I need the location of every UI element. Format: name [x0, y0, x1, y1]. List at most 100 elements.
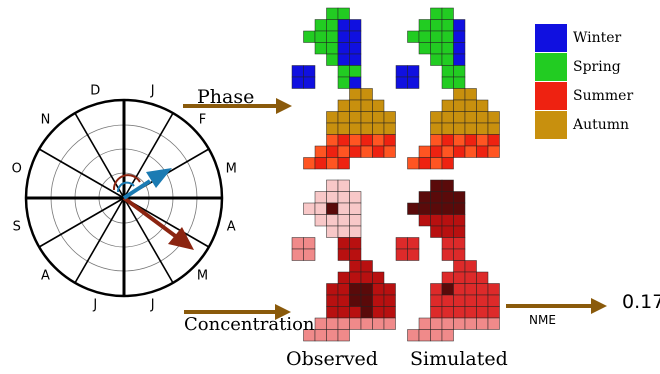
map-grid-cell — [303, 248, 316, 261]
phase-clock — [24, 98, 224, 298]
legend-swatch-autumn — [535, 111, 567, 139]
map-grid-cell — [487, 317, 500, 330]
map-grid-cell — [326, 294, 339, 307]
map-grid-cell — [430, 179, 443, 192]
map-grid-cell — [337, 202, 350, 215]
map-grid-cell — [395, 76, 408, 89]
map-grid-cell — [418, 30, 431, 43]
legend-item-winter: Winter — [535, 24, 621, 52]
map-grid-cell — [383, 134, 396, 147]
map-grid-cell — [372, 99, 385, 112]
map-grid-cell — [314, 214, 327, 227]
map-grid-cell — [464, 306, 477, 319]
map-grid-cell — [326, 157, 339, 170]
map-grid-cell — [453, 65, 466, 78]
map-grid-cell — [360, 260, 373, 273]
phase-arrow — [183, 98, 292, 114]
clock-spoke — [38, 148, 125, 199]
map-grid-cell — [349, 202, 362, 215]
map-grid-cell — [464, 99, 477, 112]
map-grid-cell — [314, 19, 327, 32]
map-grid-cell — [476, 306, 489, 319]
map-grid-cell — [430, 134, 443, 147]
map-grid-cell — [441, 237, 454, 250]
map-grid-cell — [349, 111, 362, 124]
map-grid-cell — [430, 214, 443, 227]
map-grid-cell — [476, 283, 489, 296]
map-grid-cell — [303, 30, 316, 43]
phase-map-observed — [291, 7, 396, 170]
clock-month-label: A — [41, 268, 50, 284]
map-grid-cell — [453, 30, 466, 43]
map-grid-cell — [383, 145, 396, 158]
map-grid-cell — [464, 88, 477, 101]
map-grid-cell — [453, 99, 466, 112]
map-grid-cell — [418, 214, 431, 227]
map-grid-cell — [476, 294, 489, 307]
map-grid-cell — [326, 306, 339, 319]
map-grid-cell — [476, 145, 489, 158]
clock-month-label: J — [150, 83, 155, 99]
map-grid-cell — [326, 329, 339, 342]
map-grid-cell — [464, 111, 477, 124]
clock-month-label: N — [40, 112, 51, 127]
map-grid-cell — [487, 306, 500, 319]
map-grid-cell — [349, 65, 362, 78]
map-grid-cell — [337, 329, 350, 342]
map-grid-cell — [441, 111, 454, 124]
map-grid-cell — [326, 122, 339, 135]
map-grid-cell — [337, 7, 350, 20]
map-grid-cell — [337, 76, 350, 89]
map-grid-cell — [372, 283, 385, 296]
map-grid-cell — [349, 306, 362, 319]
map-grid-cell — [349, 76, 362, 89]
map-grid-cell — [314, 317, 327, 330]
map-grid-cell — [326, 53, 339, 66]
map-grid-cell — [418, 157, 431, 170]
map-grid-cell — [337, 30, 350, 43]
map-grid-cell — [303, 76, 316, 89]
map-grid-cell — [407, 157, 420, 170]
map-grid-cell — [453, 237, 466, 250]
map-grid-cell — [430, 111, 443, 124]
map-grid-cell — [337, 99, 350, 112]
legend-swatch-winter — [535, 24, 567, 52]
clock-month-label: J — [93, 297, 98, 313]
map-grid-cell — [395, 237, 408, 250]
map-grid-cell — [383, 317, 396, 330]
map-grid-cell — [349, 30, 362, 43]
map-grid-cell — [407, 202, 420, 215]
map-grid-cell — [453, 111, 466, 124]
map-grid-cell — [407, 65, 420, 78]
map-grid-cell — [349, 283, 362, 296]
map-grid-cell — [349, 53, 362, 66]
map-grid-cell — [487, 283, 500, 296]
map-grid-cell — [326, 317, 339, 330]
map-grid-cell — [337, 237, 350, 250]
map-grid-cell — [476, 122, 489, 135]
map-grid-cell — [337, 306, 350, 319]
legend-label-spring: Spring — [573, 59, 621, 75]
phase-label: Phase — [197, 86, 255, 108]
map-grid-cell — [441, 145, 454, 158]
map-grid-cell — [326, 179, 339, 192]
phase-map-simulated — [395, 7, 500, 170]
map-grid-cell — [430, 202, 443, 215]
map-grid-cell — [487, 122, 500, 135]
map-grid-cell — [441, 157, 454, 170]
map-grid-cell — [453, 42, 466, 55]
observed-vector-arrow — [122, 196, 194, 250]
map-grid-cell — [337, 53, 350, 66]
map-grid-cell — [326, 283, 339, 296]
map-grid-cell — [430, 157, 443, 170]
map-grid-cell — [487, 111, 500, 124]
map-grid-cell — [453, 248, 466, 261]
map-grid-cell — [349, 271, 362, 284]
map-grid-cell — [326, 214, 339, 227]
observed-label: Observed — [286, 348, 378, 370]
map-grid-cell — [407, 329, 420, 342]
map-grid-cell — [326, 7, 339, 20]
legend-swatch-summer — [535, 82, 567, 110]
map-grid-cell — [418, 317, 431, 330]
map-grid-cell — [326, 134, 339, 147]
